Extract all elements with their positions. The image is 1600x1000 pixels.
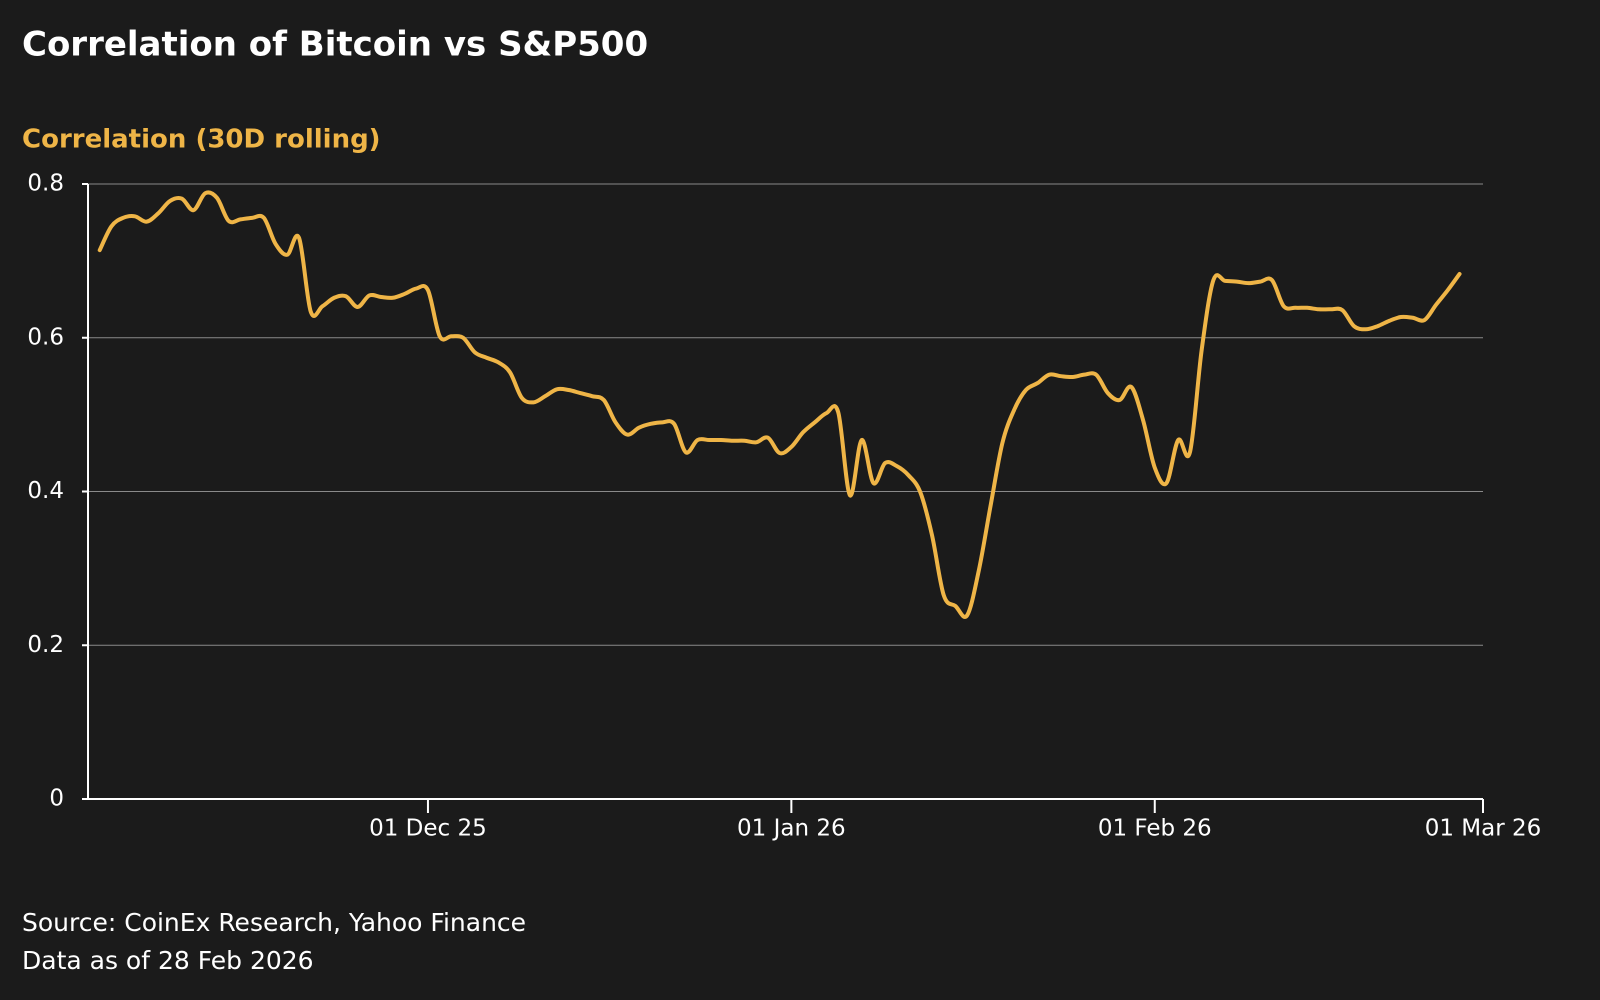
x-tick-label: 01 Dec 25 — [369, 816, 487, 842]
y-tick-label: 0.6 — [27, 324, 64, 350]
note: Data as of 28 Feb 2026 — [22, 946, 314, 975]
chart-title: Correlation of Bitcoin vs S&P500 — [22, 25, 648, 65]
x-tick-label: 01 Mar 26 — [1425, 816, 1542, 842]
y-tick-label: 0.4 — [27, 478, 64, 504]
y-tick-label: 0 — [49, 786, 64, 812]
y-tick-label: 0.8 — [27, 171, 64, 197]
y-axis-label: Correlation (30D rolling) — [22, 125, 381, 155]
x-tick-label: 01 Feb 26 — [1098, 816, 1212, 842]
y-tick-label: 0.2 — [27, 632, 64, 658]
x-tick-label: 01 Jan 26 — [737, 816, 846, 842]
data-line — [97, 190, 1462, 619]
source: Source: CoinEx Research, Yahoo Finance — [22, 908, 526, 937]
